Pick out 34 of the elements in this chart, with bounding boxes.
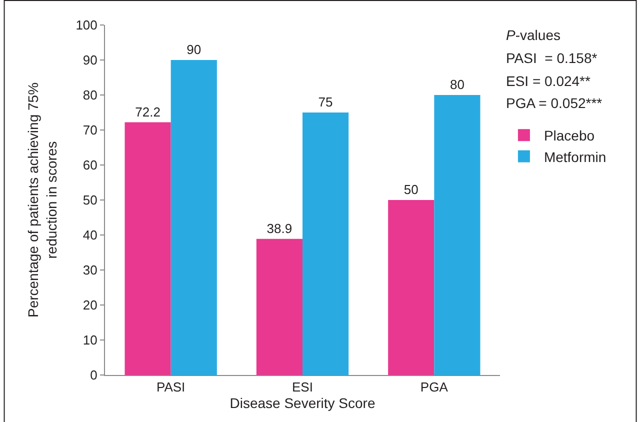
y-tick-label: 70 (82, 122, 98, 138)
bar (256, 238, 302, 375)
data-label: 72.2 (135, 104, 160, 120)
text: PASI = 0.158* (506, 50, 598, 66)
legend-label: Placebo (544, 128, 595, 144)
data-label: 80 (450, 77, 464, 92)
x-tick-label: ESI (292, 380, 313, 395)
y-tick-label: 0 (90, 368, 98, 383)
y-tick-label: 30 (82, 262, 98, 278)
y-tick-label: 50 (82, 192, 98, 208)
x-tick-label: PGA (420, 380, 448, 395)
y-axis-title: Percentage of patients achieving 75% reduction in scores (25, 82, 60, 318)
x-axis-title: Disease Severity Score (230, 394, 376, 411)
bar (302, 112, 349, 375)
y-tick-label: 90 (82, 52, 98, 68)
y-tick-label: 100 (76, 18, 98, 33)
bar (388, 200, 434, 375)
y-tick-label: 60 (82, 158, 98, 173)
y-tick-label: 40 (82, 228, 98, 243)
bar (434, 95, 480, 375)
x-tick-label: PASI (156, 380, 186, 395)
data-label: 75 (318, 94, 333, 110)
y-tick-label: 80 (82, 88, 98, 103)
text: PGA = 0.052*** (506, 95, 603, 111)
legend-label: Metformin (544, 148, 606, 165)
bar (124, 122, 171, 375)
bar (170, 60, 217, 375)
text: P-values (506, 27, 560, 43)
y-tick-label: 10 (82, 332, 98, 348)
y-tick-label: 20 (82, 298, 98, 313)
text: ESI = 0.024** (506, 73, 592, 89)
data-label: 50 (404, 182, 418, 197)
data-label: 38.9 (266, 220, 292, 236)
data-label: 90 (186, 42, 202, 57)
